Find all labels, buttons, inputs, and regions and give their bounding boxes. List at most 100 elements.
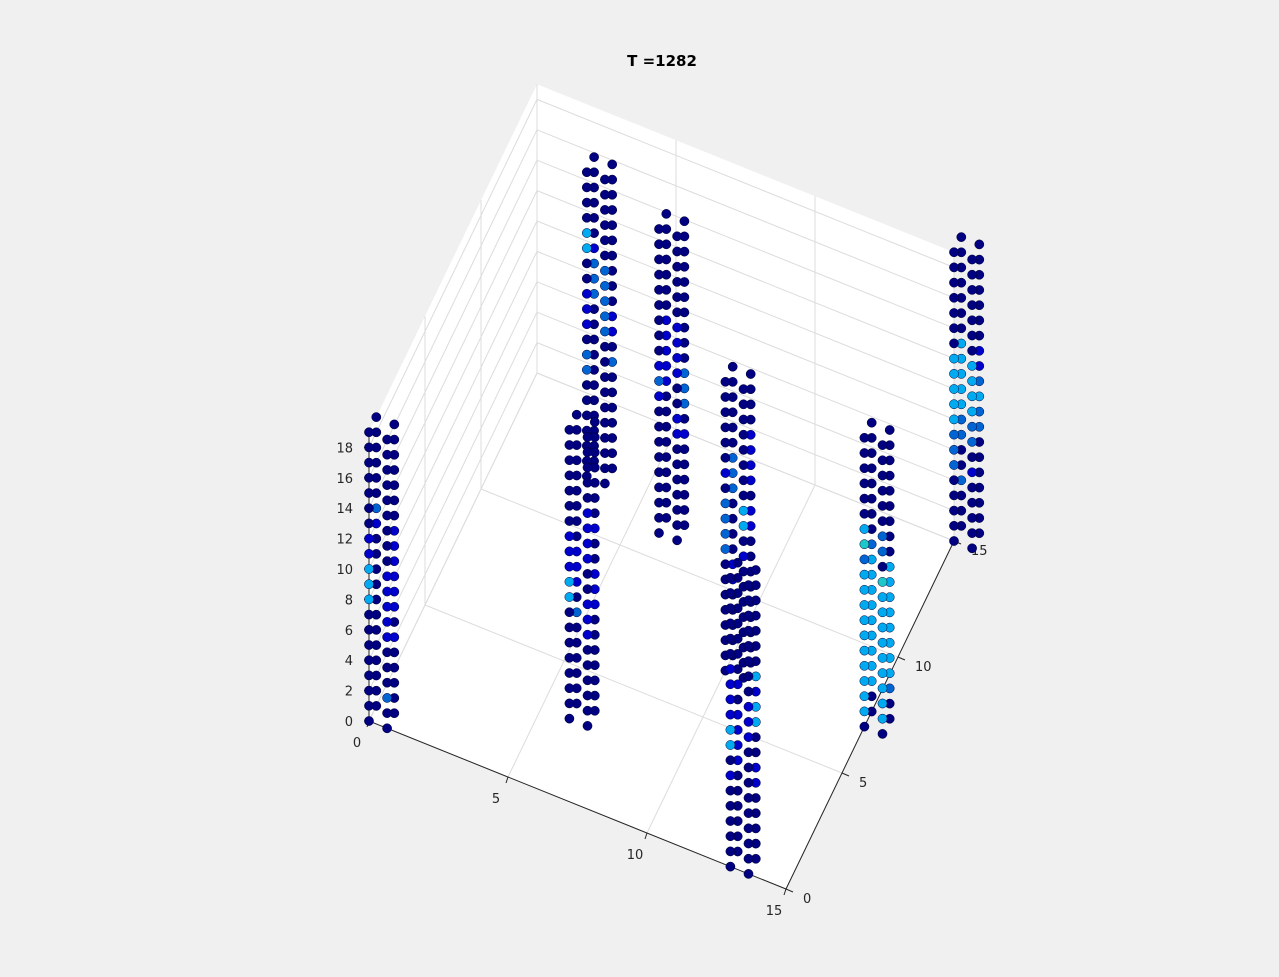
- grid-line-z-back: [536, 281, 955, 451]
- data-point: [956, 232, 967, 242]
- data-point: [949, 505, 959, 516]
- data-point: [564, 546, 575, 557]
- data-point: [877, 501, 888, 511]
- data-point: [743, 853, 754, 864]
- data-point: [743, 580, 754, 590]
- data-point: [364, 503, 374, 514]
- data-point: [725, 785, 736, 796]
- data-point: [382, 541, 392, 551]
- data-point: [672, 429, 682, 439]
- data-point: [967, 254, 977, 265]
- data-point: [654, 406, 664, 417]
- data-point: [725, 709, 736, 720]
- data-point: [967, 482, 977, 493]
- data-point: [382, 434, 392, 445]
- data-point: [564, 516, 575, 526]
- data-point: [738, 414, 749, 425]
- data-point: [738, 429, 749, 440]
- data-point: [661, 209, 672, 219]
- data-point: [745, 369, 756, 379]
- data-point: [654, 391, 664, 402]
- data-point: [581, 395, 592, 406]
- data-point: [364, 640, 374, 650]
- z-tick-label: 10: [336, 563, 353, 578]
- data-point: [582, 477, 593, 488]
- data-point: [581, 167, 592, 178]
- data-point: [582, 599, 593, 610]
- data-point: [672, 520, 682, 530]
- data-point: [877, 485, 888, 496]
- data-point: [949, 399, 959, 410]
- grid-line-z-left: [368, 372, 538, 722]
- z-tick-label: 8: [345, 593, 353, 608]
- data-point: [672, 292, 682, 302]
- data-point: [720, 422, 731, 433]
- data-point: [738, 566, 749, 577]
- y-tick-mark: [841, 772, 850, 777]
- data-point: [382, 601, 392, 612]
- data-point: [364, 609, 374, 620]
- data-point: [743, 823, 754, 834]
- data-point: [743, 762, 754, 773]
- grid-line-z-left: [368, 251, 538, 600]
- x-tick-label: 10: [627, 848, 644, 863]
- grid-line-z-left: [368, 311, 538, 661]
- data-point: [672, 368, 682, 378]
- data-point: [967, 285, 977, 295]
- z-tick-label: 14: [336, 502, 353, 517]
- grid-line-z-left: [368, 129, 538, 479]
- data-point: [720, 452, 731, 463]
- data-point: [738, 536, 749, 546]
- data-point: [738, 551, 749, 562]
- data-point: [672, 505, 682, 515]
- data-point: [382, 571, 392, 582]
- y-tick-label: 0: [803, 892, 811, 907]
- data-point: [859, 691, 870, 702]
- data-point: [600, 205, 610, 215]
- data-point: [967, 345, 977, 356]
- data-point: [949, 338, 959, 349]
- data-point: [600, 387, 610, 398]
- data-point: [581, 258, 592, 269]
- data-point: [582, 614, 593, 625]
- data-point: [654, 330, 664, 341]
- data-point: [725, 694, 736, 705]
- data-point: [949, 262, 959, 273]
- data-point: [859, 569, 870, 580]
- data-point: [859, 584, 870, 595]
- data-point: [582, 660, 593, 670]
- data-point: [750, 565, 761, 575]
- data-point: [581, 197, 592, 208]
- data-point: [743, 595, 754, 606]
- data-point: [582, 447, 593, 458]
- data-point: [732, 557, 743, 568]
- data-point: [600, 478, 610, 489]
- data-point: [672, 398, 682, 409]
- data-point: [877, 668, 888, 678]
- data-point: [725, 603, 736, 614]
- data-point: [725, 800, 736, 811]
- data-point: [725, 664, 736, 674]
- data-point: [600, 357, 610, 367]
- data-point: [589, 417, 600, 427]
- data-point: [967, 421, 977, 432]
- data-point: [725, 618, 736, 629]
- x-axis-line: [368, 720, 787, 890]
- data-point: [654, 360, 664, 371]
- data-point: [725, 588, 736, 598]
- data-point: [859, 630, 870, 641]
- data-point: [654, 284, 664, 295]
- data-point: [877, 622, 888, 633]
- data-point: [564, 607, 575, 618]
- data-point: [600, 265, 610, 276]
- data-point: [720, 407, 731, 418]
- data-point: [364, 624, 374, 635]
- y-tick-mark: [785, 888, 794, 893]
- data-point: [582, 523, 593, 534]
- data-point: [949, 323, 959, 334]
- data-point: [382, 449, 392, 460]
- data-point: [967, 391, 977, 402]
- data-point: [725, 648, 736, 659]
- data-point: [859, 706, 870, 717]
- data-point: [743, 686, 754, 697]
